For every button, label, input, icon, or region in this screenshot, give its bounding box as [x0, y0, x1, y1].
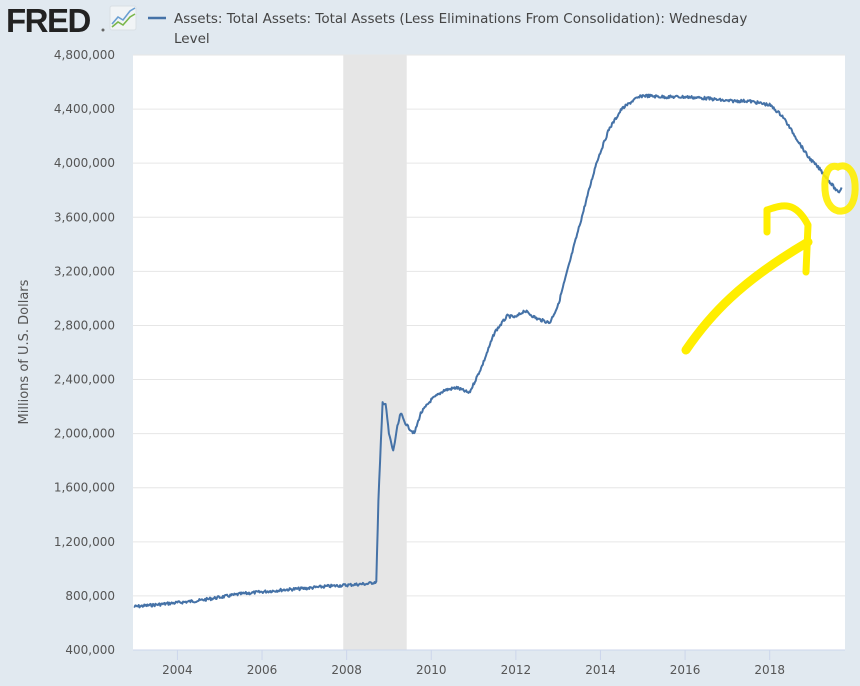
fred-logo-text: FRED — [6, 2, 91, 39]
y-tick-label: 3,200,000 — [54, 264, 115, 278]
annotation — [681, 162, 859, 355]
x-tick-label: 2008 — [331, 663, 362, 677]
x-tick-label: 2006 — [247, 663, 278, 677]
x-tick-label: 2012 — [501, 663, 532, 677]
registered-mark — [101, 28, 105, 32]
legend-label-line1: Assets: Total Assets: Total Assets (Less… — [174, 11, 747, 27]
y-tick-label: 2,000,000 — [54, 427, 115, 441]
y-axis-label: Millions of U.S. Dollars — [17, 279, 32, 424]
x-tick-label: 2016 — [670, 663, 701, 677]
x-tick-label: 2010 — [416, 663, 447, 677]
y-axis-ticks: 400,000 800,000 1,200,000 1,600,000 2,000,00… — [54, 48, 115, 657]
y-tick-label: 2,800,000 — [54, 318, 115, 332]
y-tick-label: 400,000 — [65, 643, 115, 657]
x-tick-label: 2018 — [754, 663, 785, 677]
series-group — [133, 93, 843, 609]
y-tick-label: 2,400,000 — [54, 373, 115, 387]
series-line[interactable] — [133, 93, 843, 609]
y-tick-label: 4,000,000 — [54, 156, 115, 170]
highlight-circle — [821, 162, 859, 215]
y-tick-label: 4,400,000 — [54, 102, 115, 116]
legend-label-line2: Level — [174, 31, 210, 47]
gridlines — [133, 54, 845, 597]
line-chart-icon — [109, 5, 137, 31]
annotation-arrow-head — [763, 202, 812, 276]
x-tick-label: 2014 — [585, 663, 616, 677]
recession-band — [343, 55, 407, 650]
fred-logo[interactable]: FRED — [6, 2, 137, 39]
x-axis-ticks: 2004 2006 2008 2010 2012 2014 2016 2018 — [162, 650, 785, 677]
x-tick-label: 2004 — [162, 663, 193, 677]
annotation-arrow-shaft — [681, 237, 813, 355]
y-tick-label: 1,600,000 — [54, 481, 115, 495]
plot-area — [133, 55, 845, 650]
legend[interactable]: Assets: Total Assets: Total Assets (Less… — [148, 11, 747, 47]
recession-bands — [343, 55, 407, 650]
y-tick-label: 1,200,000 — [54, 535, 115, 549]
y-tick-label: 800,000 — [65, 589, 115, 603]
y-tick-label: 4,800,000 — [54, 48, 115, 62]
y-tick-label: 3,600,000 — [54, 210, 115, 224]
